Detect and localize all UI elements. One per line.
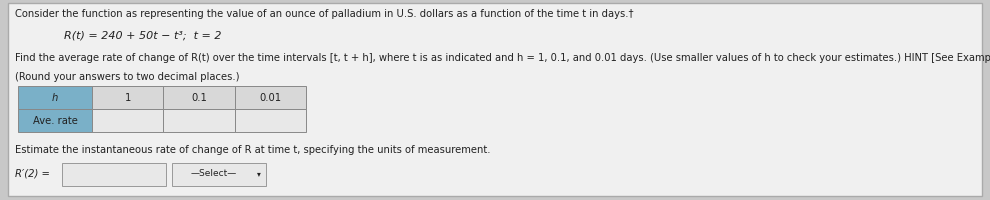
- Text: 1: 1: [125, 92, 131, 103]
- Text: h: h: [51, 92, 58, 103]
- Bar: [172, 162, 266, 186]
- Text: Consider the function as representing the value of an ounce of palladium in U.S.: Consider the function as representing th…: [15, 9, 634, 19]
- Text: R′(2) =: R′(2) =: [15, 169, 50, 179]
- Text: —Select—: —Select—: [190, 170, 237, 178]
- Bar: [62, 162, 166, 186]
- Bar: [18, 109, 92, 132]
- Bar: [235, 86, 306, 109]
- Bar: [92, 86, 163, 109]
- Bar: [163, 86, 235, 109]
- Bar: [163, 109, 235, 132]
- Text: (Round your answers to two decimal places.): (Round your answers to two decimal place…: [15, 72, 240, 82]
- Text: 0.01: 0.01: [259, 92, 281, 103]
- Text: 0.1: 0.1: [191, 92, 207, 103]
- Text: ▾: ▾: [257, 170, 261, 178]
- Text: R(t) = 240 + 50t − t³;  t = 2: R(t) = 240 + 50t − t³; t = 2: [64, 31, 222, 41]
- Bar: [92, 109, 163, 132]
- Text: Estimate the instantaneous rate of change of R at time t, specifying the units o: Estimate the instantaneous rate of chang…: [15, 145, 490, 155]
- Text: Find the average rate of change of R(t) over the time intervals [t, t + h], wher: Find the average rate of change of R(t) …: [15, 53, 990, 63]
- Bar: [235, 109, 306, 132]
- Text: Ave. rate: Ave. rate: [33, 116, 77, 126]
- Bar: [18, 86, 92, 109]
- FancyBboxPatch shape: [8, 3, 982, 196]
